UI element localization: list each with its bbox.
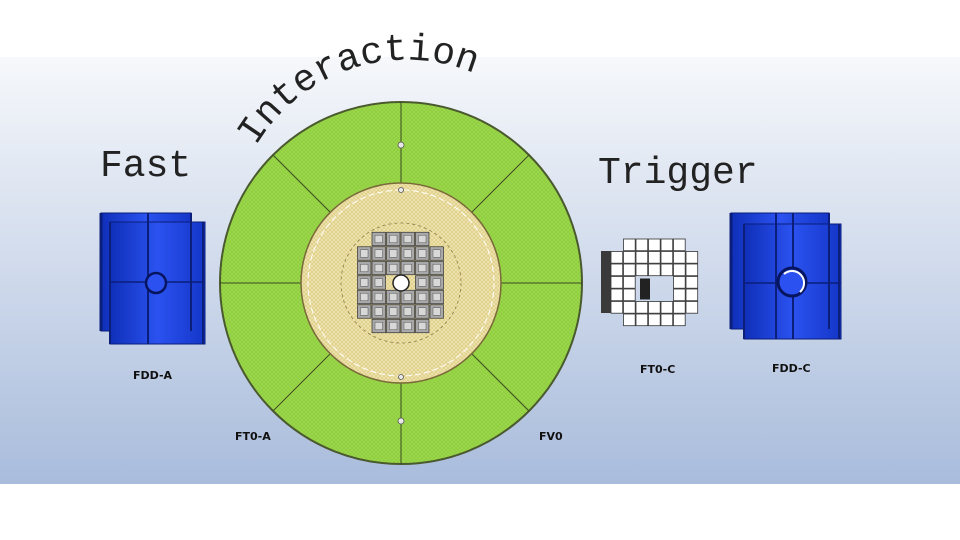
ft0-a-module-window [432, 278, 441, 287]
ft0-c-label: FT0-C [640, 363, 675, 376]
ft0-a-module-window [403, 235, 412, 243]
ft0-c-module [685, 251, 699, 264]
fdd-a-label: FDD-A [133, 369, 173, 382]
ft0-a-module-window [389, 307, 398, 316]
ft0-c-module [673, 263, 686, 277]
ft0-c-module [623, 313, 636, 327]
ft0-a-module-window [374, 307, 383, 316]
ft0-a-module-window [360, 249, 369, 258]
fdd-a-detector-icon [99, 212, 206, 345]
ft0-c-module [648, 313, 661, 327]
ft0-c-module [623, 238, 636, 252]
ft0-a-module-window [403, 249, 412, 258]
ft0-a-module-window [374, 249, 383, 258]
ft0-c-module [610, 276, 624, 289]
ft0-a-module-window [403, 322, 412, 330]
ft0-a-module-window [418, 278, 427, 287]
ft0-a-label: FT0-A [235, 430, 271, 443]
ft0-c-module [623, 276, 636, 289]
ft0-c-module [673, 251, 686, 264]
ft0-a-detector-icon [357, 231, 444, 334]
ft0-a-module-window [374, 278, 383, 287]
ft0-c-module [660, 263, 674, 277]
ft0-a-module-window [418, 293, 427, 301]
ft0-a-module-window [389, 293, 398, 301]
ft0-a-module-window [374, 235, 383, 243]
ft0-c-module [648, 238, 661, 252]
ft0-a-module-window [389, 235, 398, 243]
ft0-a-module-window [432, 293, 441, 301]
ft0-a-module-window [360, 293, 369, 301]
ft0-c-module [673, 313, 686, 327]
ft0-c-module [635, 251, 649, 264]
ft0-a-module-window [374, 264, 383, 272]
fv0-label: FV0 [539, 430, 563, 443]
ft0-a-module-window [418, 235, 427, 243]
ft0-c-module [685, 301, 699, 314]
ft0-c-module [635, 263, 649, 277]
title-trigger: Trigger [598, 152, 758, 195]
ft0-c-module [648, 251, 661, 264]
ft0-a-module-window [418, 322, 427, 330]
ft0-c-module [610, 301, 624, 314]
ft0-c-module [648, 301, 661, 314]
ft0-c-detector-icon [601, 238, 699, 327]
ft0-c-module [660, 301, 674, 314]
ft0-c-module [673, 288, 686, 302]
ft0-a-module-window [389, 264, 398, 272]
ft0-c-module [660, 313, 674, 327]
ft0-c-module [610, 251, 624, 264]
ft0-c-side-frame [601, 251, 611, 313]
ft0-c-beam-opening [640, 278, 650, 300]
ft0-c-module [623, 288, 636, 302]
ft0-a-module-window [432, 264, 441, 272]
ft0-a-module-window [389, 322, 398, 330]
ft0-c-module [673, 276, 686, 289]
ft0-c-module [673, 238, 686, 252]
ft0-a-module-window [360, 278, 369, 287]
ft0-c-module [610, 288, 624, 302]
ft0-c-module [685, 276, 699, 289]
ft0-a-module-window [432, 249, 441, 258]
ft0-c-module [635, 313, 649, 327]
ft0-a-module-window [418, 264, 427, 272]
ft0-c-module [623, 263, 636, 277]
ft0-c-module [635, 301, 649, 314]
ft0-a-module-window [360, 307, 369, 316]
ft0-a-module-window [403, 293, 412, 301]
ft0-c-module [610, 263, 624, 277]
ft0-a-module-window [403, 307, 412, 316]
ft0-a-module-window [418, 307, 427, 316]
ft0-a-module-window [418, 249, 427, 258]
ft0-c-module [660, 238, 674, 252]
ft0-c-module [660, 251, 674, 264]
title-fast: Fast [100, 145, 191, 188]
ft0-c-module [623, 251, 636, 264]
ft0-c-module [685, 288, 699, 302]
beam-pipe-hole [392, 274, 410, 292]
ft0-a-module-window [403, 264, 412, 272]
ft0-c-module [685, 263, 699, 277]
fdd-c-label: FDD-C [772, 362, 811, 375]
ft0-a-module-window [389, 249, 398, 258]
ft0-c-module [635, 238, 649, 252]
fdd-c-detector-icon [729, 212, 842, 340]
ft0-c-module [673, 301, 686, 314]
ft0-a-module-window [374, 293, 383, 301]
ft0-c-module [648, 263, 661, 277]
ft0-a-module-window [360, 264, 369, 272]
ft0-a-module-window [432, 307, 441, 316]
ft0-a-module-window [374, 322, 383, 330]
ft0-c-module [623, 301, 636, 314]
